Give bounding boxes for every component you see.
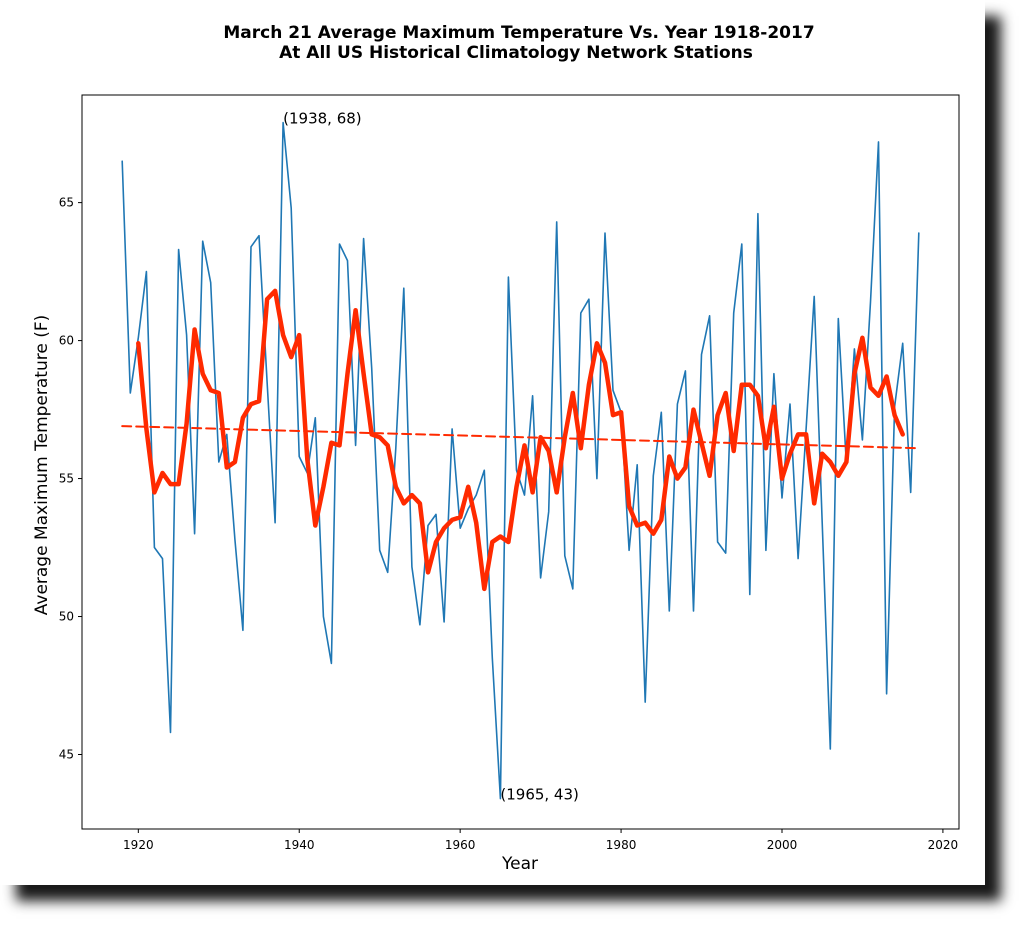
y-axis-label: Average Maximum Temperature (F) (32, 315, 52, 616)
x-tick-label: 1960 (445, 838, 476, 852)
axis-ticks: 1920 1940 1960 1980 2000 2020 45 50 55 60 65 (59, 196, 958, 852)
x-axis-label: Year (501, 854, 538, 874)
y-tick-label: 45 (59, 747, 74, 761)
x-tick-label: 1940 (284, 838, 315, 852)
y-tick-label: 50 (59, 610, 74, 624)
y-tick-label: 65 (59, 196, 74, 210)
x-tick-label: 1980 (606, 838, 637, 852)
y-tick-label: 55 (59, 472, 74, 486)
trend-line (121, 425, 920, 450)
chart-subtitle: At All US Historical Climatology Network… (279, 43, 753, 63)
x-tick-label: 1920 (123, 838, 154, 852)
annual-temperature-line (121, 121, 920, 800)
chart-title: March 21 Average Maximum Temperature Vs.… (223, 23, 814, 43)
x-tick-label: 2000 (767, 838, 798, 852)
moving-average-line (136, 288, 905, 592)
plot-area-border (81, 94, 960, 830)
y-tick-label: 60 (59, 334, 74, 348)
x-tick-label: 2020 (928, 838, 959, 852)
annotation-label: (1938, 68) (283, 110, 362, 128)
annotations-layer: (1938, 68) (1965, 43) (283, 110, 579, 804)
figure-frame: March 21 Average Maximum Temperature Vs.… (32, 23, 960, 874)
chart: March 21 Average Maximum Temperature Vs.… (32, 23, 960, 874)
series-layer (121, 121, 920, 800)
annotation-label: (1965, 43) (500, 786, 579, 804)
